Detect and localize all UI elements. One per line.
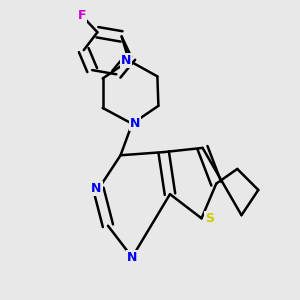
Text: N: N [127, 251, 137, 264]
Text: F: F [77, 9, 86, 22]
Text: S: S [206, 212, 214, 225]
Text: N: N [91, 182, 102, 195]
Text: N: N [121, 54, 131, 67]
Text: N: N [130, 117, 140, 130]
